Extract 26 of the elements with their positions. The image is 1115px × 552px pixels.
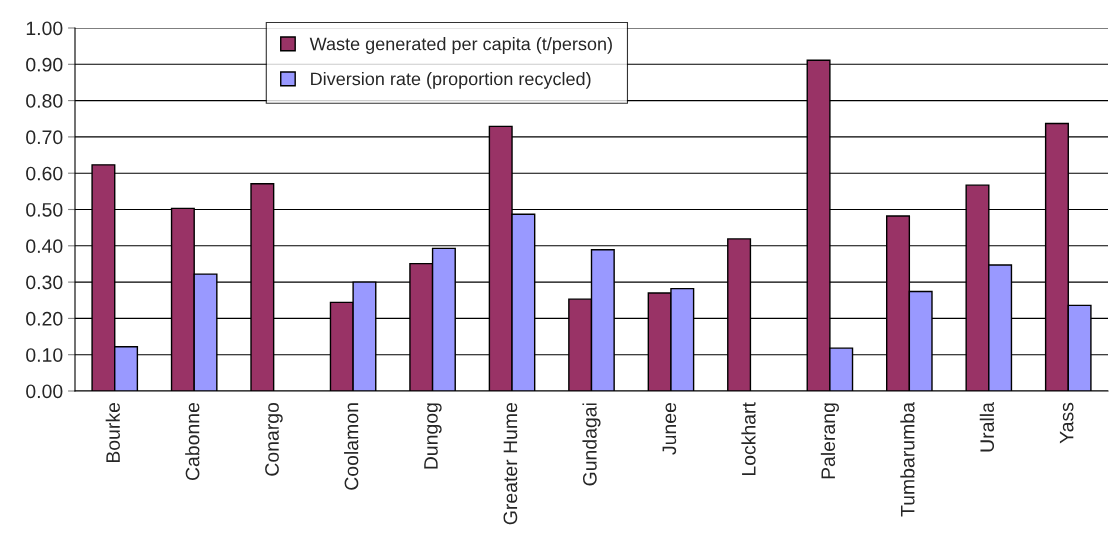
x-tick-label: Junee xyxy=(662,402,677,455)
y-tick-label: 0.10 xyxy=(26,348,63,362)
x-tick-label: Bourke xyxy=(105,402,120,463)
y-tick-label: 0.20 xyxy=(26,311,63,326)
y-tick-label: 0.70 xyxy=(26,130,63,145)
x-tick-label: Yass xyxy=(1059,402,1074,444)
x-tick-label: Uralla xyxy=(979,402,995,452)
y-tick-label: 0.30 xyxy=(26,275,63,290)
y-tick-label: 1.00 xyxy=(26,21,63,36)
y-tick-label: 0.80 xyxy=(26,94,63,108)
x-tick-label: Greater Hume xyxy=(503,402,518,525)
legend-label: Waste generated per capita (t/person) xyxy=(309,37,612,54)
x-tick-label: Dungog xyxy=(424,403,442,469)
x-tick-label: Palerang xyxy=(820,403,839,479)
y-tick-label: 0.50 xyxy=(26,202,63,217)
x-tick-label: Cabonne xyxy=(185,402,200,481)
x-tick-label: Conargo xyxy=(265,402,283,476)
x-tick-label: Coolamon xyxy=(344,403,359,490)
y-tick-label: 0.00 xyxy=(26,384,63,399)
x-tick-label: Tumbarumba xyxy=(900,402,915,517)
y-tick-label: 0.90 xyxy=(26,57,63,72)
x-tick-label: Lockhart xyxy=(741,402,756,476)
legend-label: Diversion rate (proportion recycled) xyxy=(311,72,591,89)
y-tick-label: 0.60 xyxy=(26,166,63,181)
x-tick-label: Gundagai xyxy=(582,403,601,486)
y-tick-label: 0.40 xyxy=(26,239,63,254)
